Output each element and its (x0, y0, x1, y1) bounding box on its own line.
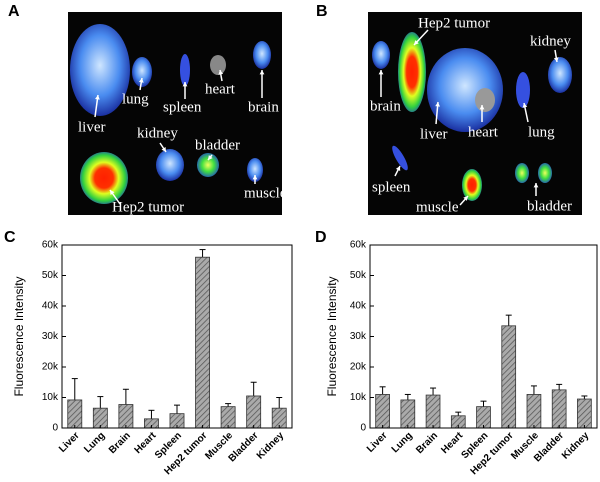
arrow-head (138, 78, 144, 83)
x-tick-label: Liver (365, 430, 390, 455)
image-label: brain (248, 99, 279, 115)
y-tick-label: 30k (42, 331, 59, 342)
bar (67, 399, 83, 429)
arrow-head (435, 102, 440, 107)
arrow-head (182, 82, 188, 87)
x-tick-label: Lung (82, 430, 107, 455)
image-label: kidney (137, 125, 178, 141)
x-tick-label: Kidney (560, 430, 592, 462)
y-tick-label: 50k (42, 270, 59, 281)
image-label: muscle (244, 185, 287, 201)
bar (501, 325, 517, 429)
image-label: kidney (530, 33, 571, 49)
y-tick-label: 10k (350, 392, 367, 403)
panel-label: C (4, 229, 16, 246)
y-tick-label: 20k (42, 362, 59, 373)
y-axis-label: Fluorescence Intensity (12, 276, 26, 396)
image-label: bladder (527, 198, 572, 214)
arrow-head (479, 105, 485, 110)
plot-frame (369, 244, 598, 429)
image-label: Hep2 tumor (418, 15, 490, 31)
y-tick-label: 40k (42, 301, 59, 312)
y-tick-label: 40k (350, 301, 367, 312)
image-label: brain (370, 98, 401, 114)
image-label: bladder (195, 137, 240, 153)
y-tick-label: 60k (42, 240, 59, 251)
bar (220, 406, 236, 429)
y-tick-label: 50k (350, 270, 367, 281)
bar (118, 404, 134, 429)
y-tick-label: 30k (350, 331, 367, 342)
bar (195, 256, 210, 429)
y-tick-label: 60k (350, 240, 367, 251)
arrow-head (208, 155, 213, 160)
arrow-head (533, 183, 539, 188)
arrow-head (259, 70, 265, 75)
x-tick-label: Lung (390, 430, 415, 455)
y-tick-label: 0 (360, 423, 366, 434)
bar (400, 399, 416, 429)
image-b (368, 12, 582, 215)
bar (425, 394, 441, 429)
image-label: liver (420, 126, 448, 142)
x-tick-label: Kidney (255, 430, 287, 462)
image-label: muscle (416, 199, 459, 215)
image-label: spleen (372, 179, 411, 195)
x-tick-label: Brain (107, 430, 133, 456)
image-label: Hep2 tumor (112, 199, 184, 215)
image-label: heart (468, 124, 499, 140)
bar (526, 394, 542, 429)
y-tick-label: 10k (42, 392, 59, 403)
bar (577, 398, 592, 429)
plot-frame (61, 244, 293, 429)
bar (375, 394, 390, 429)
image-label: lung (528, 124, 555, 140)
arrow-head (395, 166, 401, 171)
bar (551, 389, 567, 429)
y-tick-label: 20k (350, 362, 367, 373)
panel-label: A (8, 3, 20, 20)
image-label: heart (205, 81, 236, 97)
arrow-head (414, 40, 419, 45)
image-a (68, 12, 282, 215)
arrow-head (522, 103, 528, 108)
arrow-head (218, 70, 224, 75)
image-label: liver (78, 119, 106, 135)
y-axis-label: Fluorescence Intensity (325, 276, 339, 396)
bar (476, 406, 491, 429)
x-tick-label: Brain (414, 430, 440, 456)
image-label: lung (122, 91, 149, 107)
image-label: spleen (163, 99, 202, 115)
arrow-head (553, 57, 559, 62)
arrow-head (378, 70, 384, 75)
arrow-head (110, 190, 115, 195)
arrow-head (463, 196, 468, 201)
x-tick-label: Liver (57, 430, 82, 455)
panel-label: D (315, 229, 327, 246)
arrow-head (95, 95, 100, 100)
y-tick-label: 0 (52, 423, 58, 434)
bar (246, 395, 262, 429)
panel-label: B (316, 3, 328, 20)
arrow-head (252, 175, 258, 180)
arrow-head (161, 147, 166, 152)
